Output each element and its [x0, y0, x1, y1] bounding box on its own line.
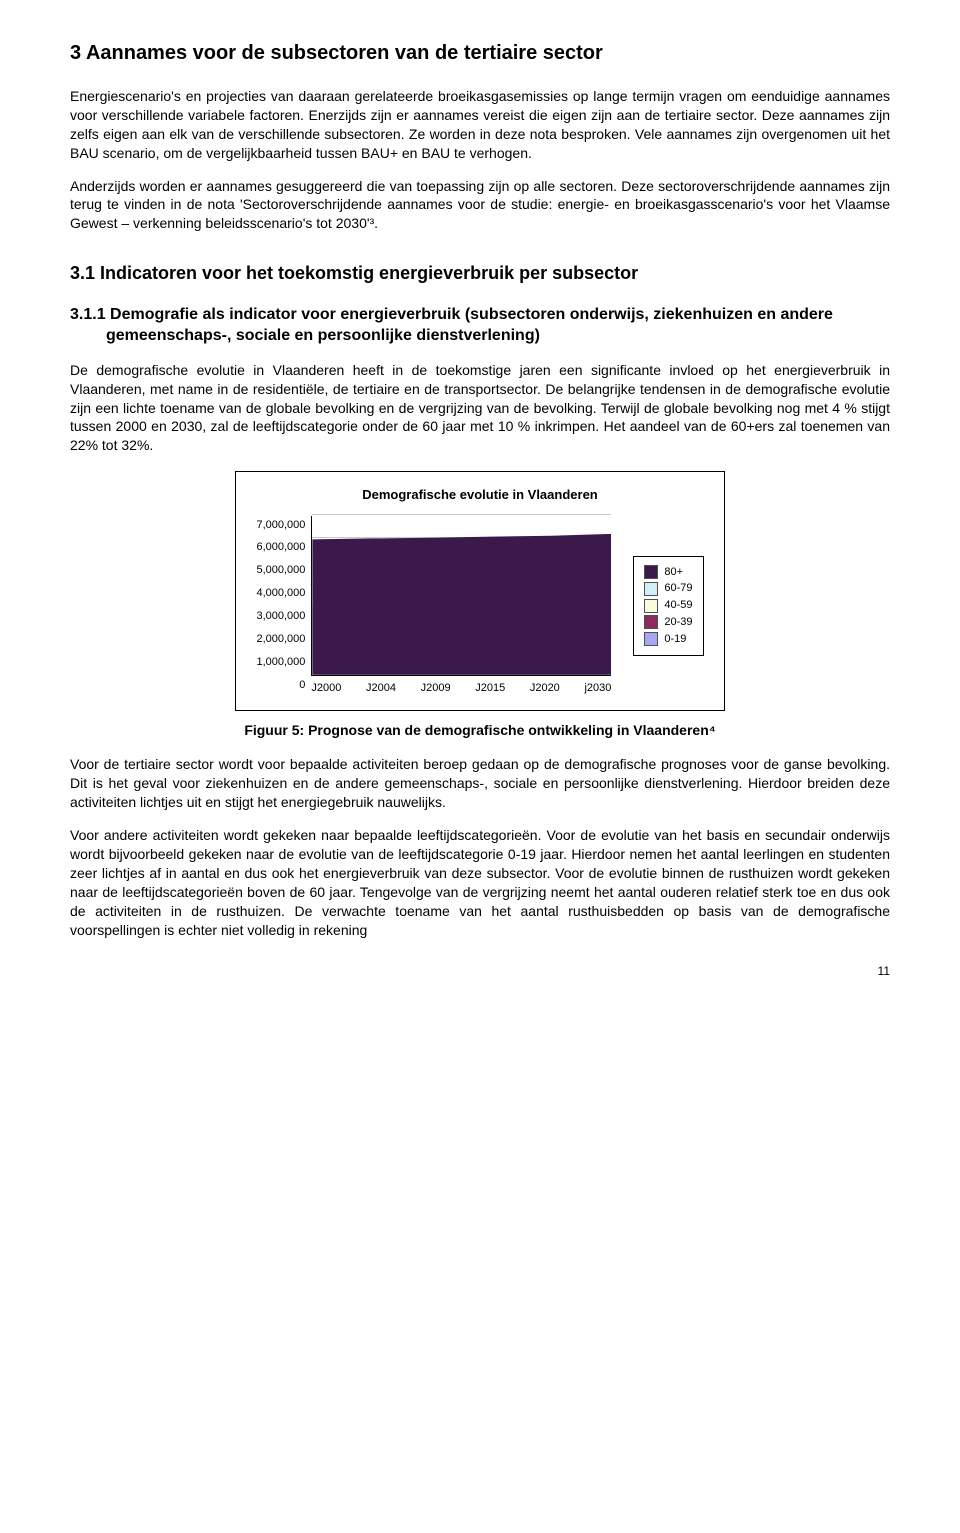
- heading-2: 3.1 Indicatoren voor het toekomstig ener…: [70, 261, 890, 285]
- page-number: 11: [70, 963, 890, 979]
- x-tick: J2004: [366, 681, 396, 696]
- legend-swatch: [644, 582, 658, 596]
- legend-swatch: [644, 615, 658, 629]
- legend-label: 20-39: [664, 615, 692, 630]
- y-axis: 01,000,0002,000,0003,000,0004,000,0005,0…: [256, 526, 305, 686]
- legend-item: 0-19: [644, 632, 692, 647]
- x-tick: J2009: [421, 681, 451, 696]
- legend-label: 0-19: [664, 632, 686, 647]
- legend-swatch: [644, 565, 658, 579]
- chart-title: Demografische evolutie in Vlaanderen: [256, 486, 703, 504]
- chart-container: Demografische evolutie in Vlaanderen 01,…: [70, 471, 890, 710]
- legend-label: 80+: [664, 565, 683, 580]
- legend-label: 60-79: [664, 581, 692, 596]
- heading-1: 3 Aannames voor de subsectoren van de te…: [70, 40, 890, 67]
- legend-swatch: [644, 599, 658, 613]
- para-demog-1: De demografische evolutie in Vlaanderen …: [70, 361, 890, 455]
- para-intro-1: Energiescenario's en projecties van daar…: [70, 87, 890, 163]
- x-axis: J2000 J2004 J2009 J2015 J2020 j2030: [311, 681, 611, 696]
- chart-box: Demografische evolutie in Vlaanderen 01,…: [235, 471, 724, 710]
- legend-item: 40-59: [644, 598, 692, 613]
- heading-3: 3.1.1 Demografie als indicator voor ener…: [70, 304, 890, 347]
- x-tick: J2020: [530, 681, 560, 696]
- para-demog-2: Voor de tertiaire sector wordt voor bepa…: [70, 755, 890, 812]
- legend-swatch: [644, 632, 658, 646]
- series-80+: [312, 516, 611, 675]
- legend-label: 40-59: [664, 598, 692, 613]
- legend-item: 60-79: [644, 581, 692, 596]
- para-demog-3: Voor andere activiteiten wordt gekeken n…: [70, 826, 890, 939]
- x-tick: J2000: [311, 681, 341, 696]
- chart-legend: 80+60-79 40-59 20-39 0-19: [633, 556, 703, 656]
- legend-item: 20-39: [644, 615, 692, 630]
- legend-item: 80+: [644, 565, 692, 580]
- para-intro-2: Anderzijds worden er aannames gesuggeree…: [70, 177, 890, 234]
- x-tick: J2015: [475, 681, 505, 696]
- figure-caption: Figuur 5: Prognose van de demografische …: [70, 721, 890, 740]
- chart-plot-area: [311, 516, 611, 676]
- x-tick: j2030: [584, 681, 611, 696]
